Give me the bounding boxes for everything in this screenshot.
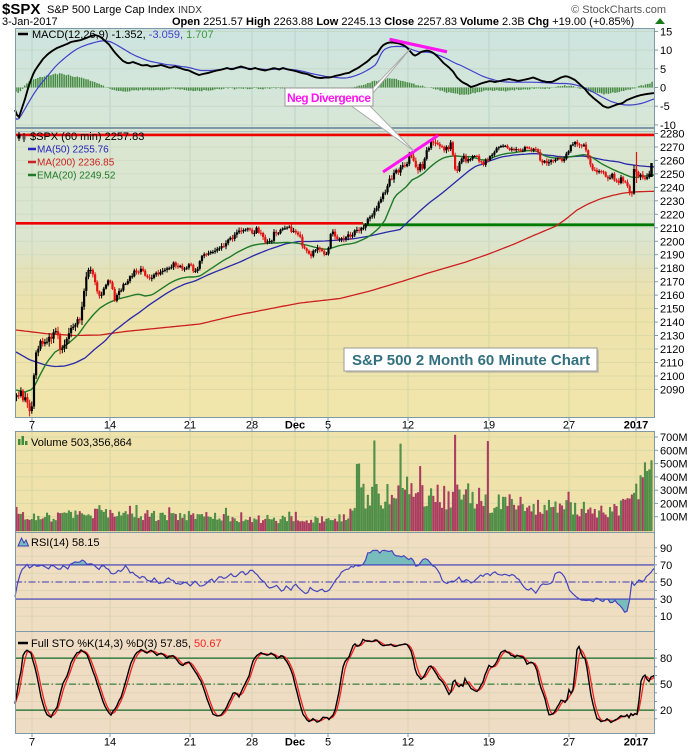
svg-text:2200: 2200 xyxy=(660,236,684,248)
svg-text:S&P 500 Large Cap Index: S&P 500 Large Cap Index xyxy=(47,4,175,16)
svg-text:12: 12 xyxy=(402,420,414,432)
svg-text:2120: 2120 xyxy=(660,344,684,356)
svg-text:19: 19 xyxy=(483,737,495,749)
svg-text:21: 21 xyxy=(184,420,196,432)
svg-text:50: 50 xyxy=(660,577,672,589)
svg-text:2090: 2090 xyxy=(660,384,684,396)
svg-text:-10: -10 xyxy=(660,120,676,132)
svg-text:27: 27 xyxy=(563,420,575,432)
svg-text:90: 90 xyxy=(660,543,672,555)
svg-text:80: 80 xyxy=(660,653,672,665)
svg-text:2180: 2180 xyxy=(660,263,684,275)
svg-text:RSI(14) 58.15: RSI(14) 58.15 xyxy=(31,537,99,549)
svg-text:2150: 2150 xyxy=(660,304,684,316)
svg-text:500M: 500M xyxy=(660,459,688,471)
svg-text:2130: 2130 xyxy=(660,331,684,343)
svg-text:600M: 600M xyxy=(660,445,688,457)
svg-text:300M: 300M xyxy=(660,485,688,497)
svg-text:2270: 2270 xyxy=(660,142,684,154)
svg-text:2280: 2280 xyxy=(660,129,684,141)
svg-text:Dec: Dec xyxy=(285,737,305,749)
svg-text:14: 14 xyxy=(104,737,116,749)
svg-text:$SPX: $SPX xyxy=(2,1,40,18)
svg-text:EMA(20) 2249.52: EMA(20) 2249.52 xyxy=(37,171,116,182)
svg-text:2250: 2250 xyxy=(660,169,684,181)
svg-text:20: 20 xyxy=(660,705,672,717)
svg-text:2017: 2017 xyxy=(624,420,648,432)
svg-text:15: 15 xyxy=(660,26,672,38)
svg-text:27: 27 xyxy=(563,737,575,749)
svg-text:Neg Divergence: Neg Divergence xyxy=(287,91,371,105)
svg-text:28: 28 xyxy=(246,737,258,749)
svg-text:2140: 2140 xyxy=(660,317,684,329)
svg-text:100M: 100M xyxy=(660,512,688,524)
svg-text:10: 10 xyxy=(660,45,672,57)
svg-text:© StockCharts.com: © StockCharts.com xyxy=(571,4,666,16)
svg-text:0: 0 xyxy=(660,83,666,95)
svg-text:2160: 2160 xyxy=(660,290,684,302)
svg-text:2190: 2190 xyxy=(660,250,684,262)
svg-text:2240: 2240 xyxy=(660,182,684,194)
svg-text:200M: 200M xyxy=(660,498,688,510)
svg-text:400M: 400M xyxy=(660,472,688,484)
svg-text:S&P 500 2 Month 60 Minute Char: S&P 500 2 Month 60 Minute Chart xyxy=(352,352,590,369)
svg-text:2210: 2210 xyxy=(660,223,684,235)
svg-text:Full STO %K(14,3) %D(3) 57.85,: Full STO %K(14,3) %D(3) 57.85, 50.67 xyxy=(31,638,222,650)
svg-text:14: 14 xyxy=(104,420,116,432)
svg-text:Dec: Dec xyxy=(285,420,305,432)
svg-text:2260: 2260 xyxy=(660,155,684,167)
svg-text:7: 7 xyxy=(29,737,35,749)
svg-text:MA(200) 2236.85: MA(200) 2236.85 xyxy=(37,158,115,169)
svg-text:30: 30 xyxy=(660,594,672,606)
svg-text:3-Jan-2017: 3-Jan-2017 xyxy=(2,16,58,28)
svg-text:$SPX (60 min) 2257.83: $SPX (60 min) 2257.83 xyxy=(30,131,144,143)
svg-text:700M: 700M xyxy=(660,432,688,444)
svg-text:2017: 2017 xyxy=(624,737,648,749)
svg-text:5: 5 xyxy=(325,737,331,749)
svg-text:-5: -5 xyxy=(660,101,670,113)
svg-text:28: 28 xyxy=(246,420,258,432)
svg-text:21: 21 xyxy=(184,737,196,749)
svg-text:50: 50 xyxy=(660,679,672,691)
svg-text:10: 10 xyxy=(660,611,672,623)
svg-text:12: 12 xyxy=(402,737,414,749)
svg-text:2100: 2100 xyxy=(660,371,684,383)
svg-text:MA(50) 2255.76: MA(50) 2255.76 xyxy=(37,145,109,156)
svg-text:2170: 2170 xyxy=(660,277,684,289)
svg-text:INDX: INDX xyxy=(178,5,202,16)
svg-text:2230: 2230 xyxy=(660,196,684,208)
svg-text:2110: 2110 xyxy=(660,357,684,369)
svg-text:19: 19 xyxy=(483,420,495,432)
svg-text:2220: 2220 xyxy=(660,209,684,221)
svg-text:Open 2251.57 High 2263.88 Low: Open 2251.57 High 2263.88 Low 2245.13 Cl… xyxy=(172,16,634,28)
svg-text:Volume 503,356,864: Volume 503,356,864 xyxy=(31,437,132,449)
svg-text:5: 5 xyxy=(325,420,331,432)
svg-text:70: 70 xyxy=(660,560,672,572)
svg-text:5: 5 xyxy=(660,64,666,76)
svg-text:MACD(12,26,9) -1.352, -3.059,: MACD(12,26,9) -1.352, -3.059, 1.707 xyxy=(32,29,214,41)
svg-text:7: 7 xyxy=(29,420,35,432)
